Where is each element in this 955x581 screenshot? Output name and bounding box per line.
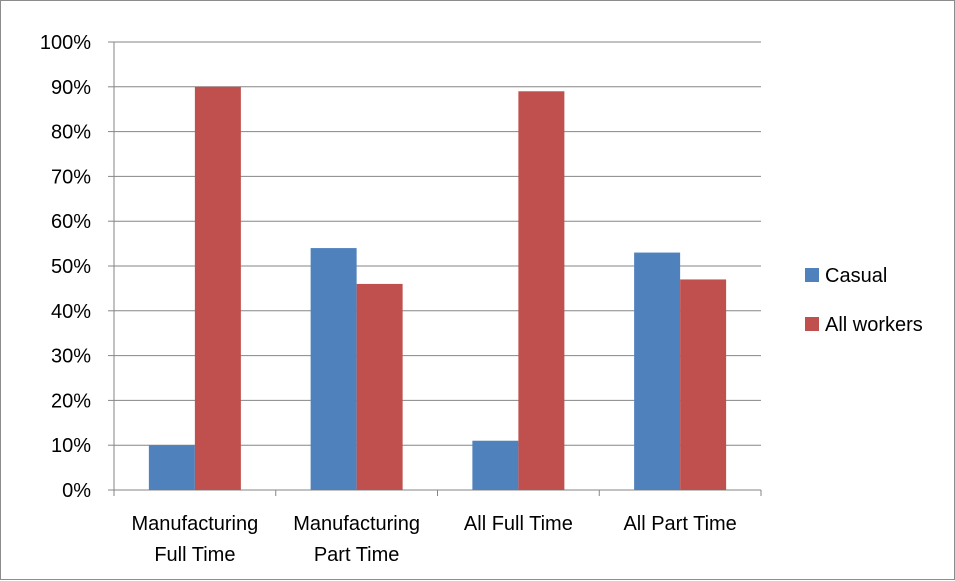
bar-casual — [310, 248, 357, 490]
bar-casual — [148, 445, 195, 490]
y-tick-label: 60% — [51, 211, 91, 233]
y-tick-label: 50% — [51, 256, 91, 278]
legend-label: Casual — [825, 265, 887, 287]
x-category-label: Part Time — [314, 544, 400, 566]
bar-all-workers — [356, 283, 403, 490]
y-tick-label: 20% — [51, 390, 91, 412]
y-tick-label: 10% — [51, 435, 91, 457]
y-tick-label: 80% — [51, 122, 91, 144]
x-category-label: Manufacturing — [293, 513, 420, 535]
y-tick-label: 70% — [51, 166, 91, 188]
y-tick-label: 90% — [51, 77, 91, 99]
bar-casual — [634, 252, 681, 490]
y-tick-label: 0% — [62, 480, 91, 502]
legend-swatch — [805, 317, 819, 331]
bar-all-workers — [194, 86, 241, 491]
legend-swatch — [805, 268, 819, 282]
legend-label: All workers — [825, 314, 923, 336]
x-category-label: Full Time — [154, 544, 235, 566]
x-category-label: Manufacturing — [132, 513, 259, 535]
x-category-label: All Full Time — [464, 513, 573, 535]
y-tick-label: 40% — [51, 301, 91, 323]
bar-all-workers — [518, 91, 565, 490]
y-tick-label: 100% — [40, 32, 91, 54]
bar-all-workers — [680, 279, 727, 490]
y-tick-label: 30% — [51, 346, 91, 368]
bar-casual — [472, 440, 519, 490]
x-category-label: All Part Time — [623, 513, 736, 535]
